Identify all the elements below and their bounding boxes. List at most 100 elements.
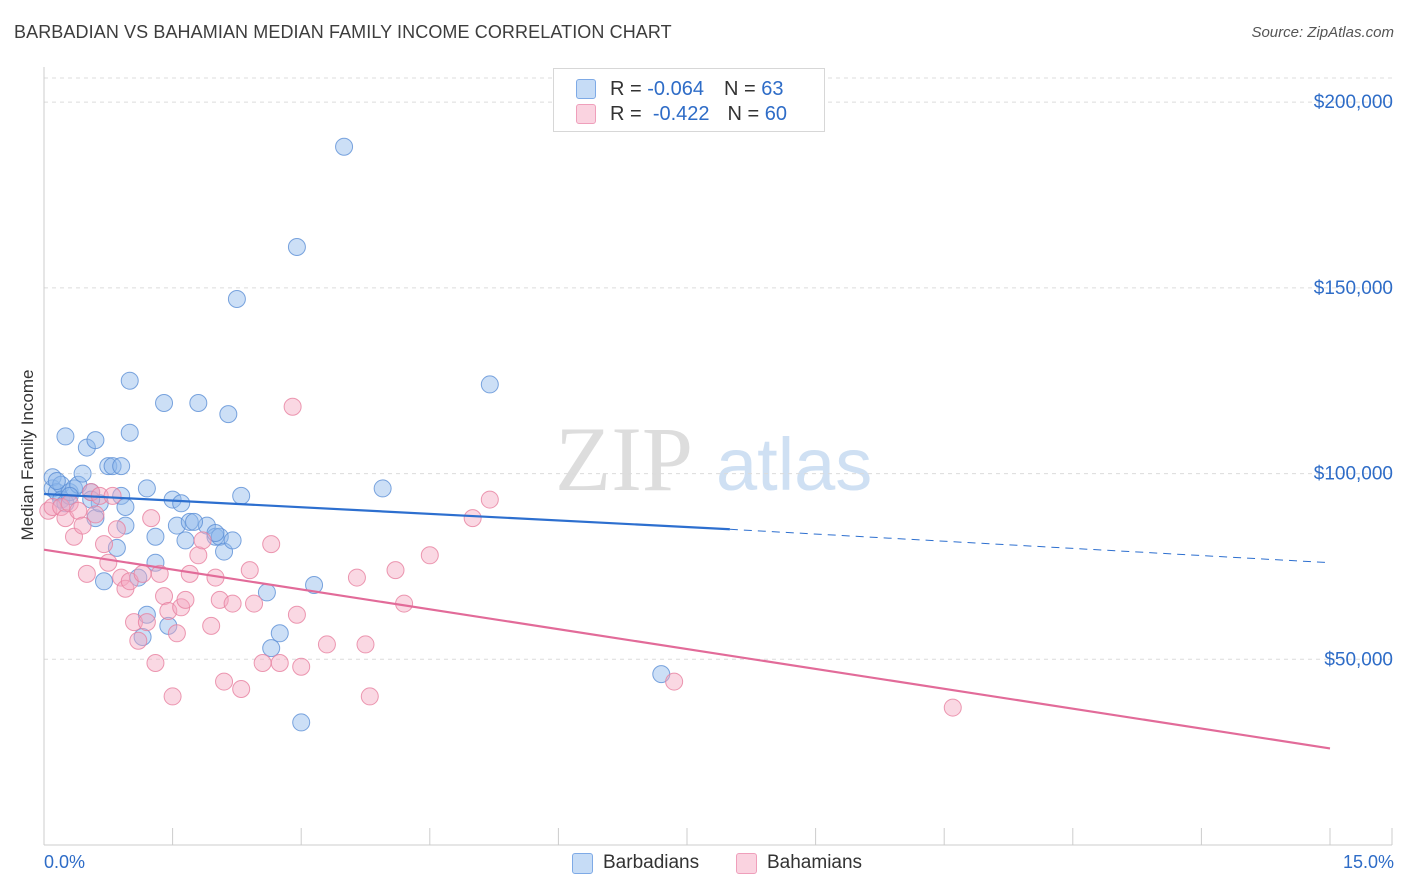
legend-row-bahamians: R = -0.422 N = 60 — [576, 102, 787, 126]
legend-n-value: 60 — [764, 102, 788, 125]
point-bahamians — [287, 605, 306, 624]
y-tick-label: $100,000 — [1314, 464, 1393, 485]
point-bahamians — [193, 531, 212, 550]
point-bahamians — [420, 546, 439, 565]
legend-n-value: 63 — [761, 77, 784, 100]
point-barbadians — [137, 479, 156, 498]
point-barbadians — [112, 457, 131, 476]
watermark-zip: ZIP — [555, 408, 693, 510]
point-bahamians — [107, 520, 126, 539]
point-bahamians — [347, 568, 366, 587]
point-barbadians — [219, 405, 238, 424]
point-bahamians — [463, 509, 482, 528]
trend-extension-barbadians — [729, 528, 1331, 564]
point-bahamians — [99, 553, 118, 572]
point-bahamians — [103, 486, 122, 505]
y-tick-label: $150,000 — [1314, 278, 1393, 299]
point-bahamians — [480, 490, 499, 509]
point-barbadians — [480, 375, 499, 394]
trend-line-bahamians — [43, 548, 1331, 750]
point-bahamians — [270, 654, 289, 672]
point-barbadians — [189, 394, 208, 412]
legend-r-label: R = — [610, 102, 642, 125]
point-bahamians — [189, 546, 208, 565]
series-label-barbadians: Barbadians — [603, 852, 700, 873]
point-barbadians — [373, 479, 392, 498]
point-barbadians — [116, 516, 135, 535]
series-swatch-barbadians — [572, 852, 593, 874]
point-barbadians — [180, 512, 199, 531]
point-bahamians — [69, 501, 88, 520]
point-bahamians — [360, 687, 379, 706]
x-axis-min-label: 0.0% — [44, 852, 86, 872]
point-barbadians — [172, 494, 191, 513]
point-barbadians — [155, 394, 174, 412]
point-bahamians — [283, 397, 302, 416]
point-bahamians — [943, 698, 962, 717]
x-axis-max-label: 15.0% — [1342, 852, 1394, 872]
trend-line-barbadians — [43, 492, 730, 531]
legend-n-label: N = — [723, 77, 756, 100]
point-barbadians — [262, 639, 281, 658]
point-bahamians — [112, 568, 131, 587]
point-barbadians — [185, 512, 204, 531]
point-bahamians — [52, 498, 71, 516]
point-barbadians — [120, 371, 139, 390]
point-bahamians — [232, 680, 251, 698]
chart-title: BARBADIAN VS BAHAMIAN MEDIAN FAMILY INCO… — [14, 22, 672, 42]
source-label: Source: ZipAtlas.com — [1251, 24, 1394, 41]
point-barbadians — [120, 423, 139, 442]
point-barbadians — [47, 472, 66, 490]
point-barbadians — [73, 464, 92, 483]
point-bahamians — [215, 672, 234, 691]
point-barbadians — [146, 527, 165, 546]
point-barbadians — [223, 531, 242, 550]
point-barbadians — [232, 486, 251, 505]
point-barbadians — [270, 624, 289, 643]
point-bahamians — [240, 561, 259, 580]
legend-r-label: R = — [610, 77, 642, 100]
point-bahamians — [125, 613, 144, 632]
point-bahamians — [386, 561, 405, 580]
point-bahamians — [73, 516, 92, 535]
series-legend-barbadians: Barbadians — [572, 852, 699, 874]
legend-swatch-barbadians — [576, 79, 596, 99]
legend-r-value: -0.422 — [652, 102, 710, 125]
point-bahamians — [86, 505, 105, 524]
point-barbadians — [176, 531, 195, 550]
point-bahamians — [77, 564, 96, 583]
point-bahamians — [292, 657, 311, 676]
point-bahamians — [245, 594, 264, 613]
point-bahamians — [356, 635, 375, 654]
point-bahamians — [167, 624, 186, 643]
point-barbadians — [292, 713, 311, 732]
point-barbadians — [227, 290, 246, 308]
legend-swatch-bahamians — [576, 104, 596, 124]
point-barbadians — [99, 457, 118, 476]
point-bahamians — [133, 564, 152, 583]
correlation-legend: R = -0.064 N = 63 R = -0.422 N = 60 — [553, 68, 825, 132]
point-bahamians — [317, 635, 336, 654]
series-label-bahamians: Bahamians — [767, 852, 863, 873]
legend-n-label: N = — [727, 102, 760, 125]
y-tick-label: $200,000 — [1314, 92, 1393, 113]
point-barbadians — [335, 137, 354, 156]
point-bahamians — [137, 613, 156, 632]
y-tick-label: $50,000 — [1324, 649, 1393, 670]
series-swatch-bahamians — [736, 852, 757, 874]
point-bahamians — [202, 616, 221, 635]
point-bahamians — [163, 687, 182, 706]
point-barbadians — [56, 427, 75, 446]
series-legend-bahamians: Bahamians — [736, 852, 862, 874]
legend-row-barbadians: R = -0.064 N = 63 — [576, 77, 783, 101]
point-bahamians — [262, 535, 281, 554]
point-barbadians — [287, 238, 306, 256]
watermark-atlas: atlas — [716, 423, 872, 506]
series-legend: Barbadians Bahamians — [0, 852, 1406, 876]
point-bahamians — [253, 654, 272, 672]
point-bahamians — [129, 631, 148, 650]
point-bahamians — [223, 594, 242, 613]
point-bahamians — [665, 672, 684, 691]
point-bahamians — [95, 535, 114, 554]
